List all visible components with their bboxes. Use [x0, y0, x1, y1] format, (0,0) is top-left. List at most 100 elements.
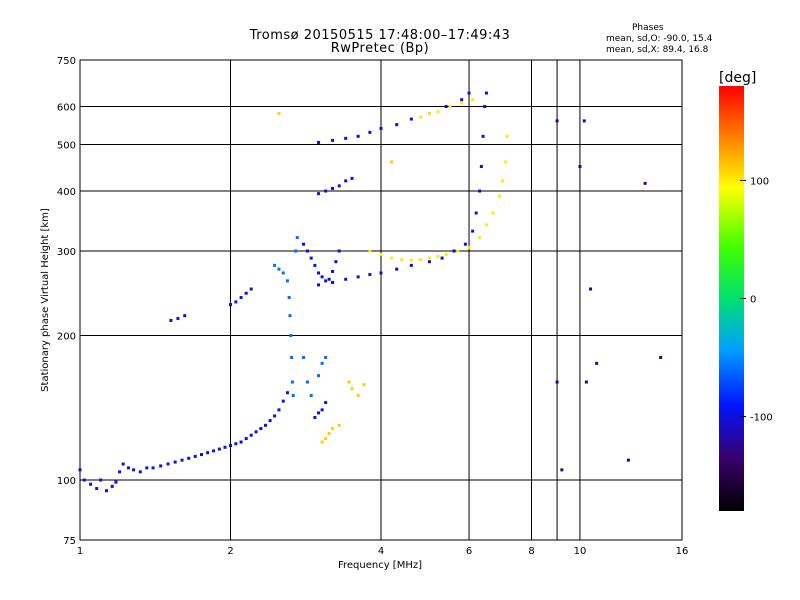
chart-title: Tromsø 20150515 17:48:00–17:49:43	[249, 28, 511, 43]
data-point	[313, 415, 317, 419]
colorbar-label: [deg]	[719, 70, 756, 86]
data-point	[436, 255, 440, 259]
data-point	[290, 380, 294, 384]
data-point	[320, 361, 324, 365]
data-point	[337, 249, 341, 253]
data-point	[427, 256, 431, 260]
data-point	[121, 462, 125, 466]
data-point	[145, 466, 149, 470]
data-point	[138, 470, 142, 474]
data-point	[555, 380, 559, 384]
data-point	[320, 275, 324, 279]
y-tick-label: 750	[57, 56, 76, 67]
data-point	[273, 414, 277, 418]
data-point	[368, 273, 372, 277]
data-point	[484, 223, 488, 227]
x-tick-label: 10	[574, 546, 587, 557]
data-point	[350, 387, 354, 391]
data-point	[578, 164, 582, 168]
data-point	[200, 453, 204, 457]
data-point	[290, 355, 294, 359]
data-point	[356, 394, 360, 398]
data-point	[659, 355, 663, 359]
y-tick-label: 300	[57, 247, 76, 258]
data-point	[501, 179, 505, 183]
data-point	[105, 489, 109, 493]
data-point	[497, 194, 501, 198]
data-point	[305, 380, 309, 384]
data-point	[95, 487, 99, 491]
data-point	[239, 296, 243, 300]
data-point	[78, 468, 82, 472]
data-point	[118, 470, 122, 474]
data-point	[126, 466, 130, 470]
data-point	[331, 138, 335, 142]
data-point	[589, 287, 593, 291]
data-point	[309, 394, 313, 398]
data-point	[268, 419, 272, 423]
data-point	[337, 184, 341, 188]
data-point	[309, 256, 313, 260]
data-point	[504, 160, 508, 164]
data-point	[379, 253, 383, 257]
data-point	[229, 444, 232, 448]
data-point	[317, 192, 321, 196]
data-point	[347, 380, 351, 384]
data-point	[409, 258, 413, 262]
data-point	[444, 105, 448, 109]
data-point	[419, 115, 423, 119]
data-point	[320, 440, 324, 444]
x-tick-label: 8	[528, 546, 534, 557]
data-point	[281, 399, 285, 403]
data-point	[337, 423, 341, 427]
data-point	[484, 91, 488, 95]
data-point	[344, 136, 348, 140]
data-point	[643, 181, 647, 185]
data-point	[259, 427, 263, 431]
data-point	[317, 140, 321, 144]
x-tick-label: 2	[227, 546, 233, 557]
data-point	[281, 271, 285, 275]
data-point	[331, 280, 335, 284]
data-point	[295, 236, 299, 240]
data-point	[277, 267, 281, 271]
data-point	[362, 383, 366, 387]
colorbar-tick-label: -100	[750, 413, 773, 424]
data-point	[555, 119, 559, 123]
data-point	[344, 277, 348, 281]
data-point	[409, 117, 413, 121]
data-point	[467, 91, 471, 95]
data-point	[448, 105, 452, 109]
data-point	[395, 123, 399, 127]
y-tick-label: 500	[57, 141, 76, 152]
x-tick-label: 16	[676, 546, 689, 557]
data-point	[582, 119, 586, 123]
data-point	[305, 249, 309, 253]
data-point	[294, 249, 298, 253]
data-point	[289, 334, 293, 338]
data-point	[324, 355, 328, 359]
data-point	[379, 126, 383, 130]
phases-heading: Phases	[632, 23, 664, 33]
y-tick-label: 100	[57, 476, 76, 487]
data-point	[390, 256, 394, 260]
data-point	[327, 277, 331, 281]
data-point	[467, 246, 471, 250]
data-point	[89, 482, 93, 486]
data-point	[223, 445, 227, 449]
data-point	[327, 432, 331, 436]
data-point	[302, 242, 306, 246]
data-point	[460, 101, 464, 105]
data-point	[436, 110, 440, 114]
data-point	[234, 442, 238, 446]
x-tick-label: 4	[378, 546, 384, 557]
data-point	[344, 179, 348, 183]
data-point	[456, 249, 460, 253]
data-point	[285, 391, 289, 395]
data-point	[584, 380, 588, 384]
data-point	[244, 437, 248, 441]
x-tick-label: 1	[77, 546, 83, 557]
data-point	[331, 427, 335, 431]
data-point	[471, 229, 475, 233]
